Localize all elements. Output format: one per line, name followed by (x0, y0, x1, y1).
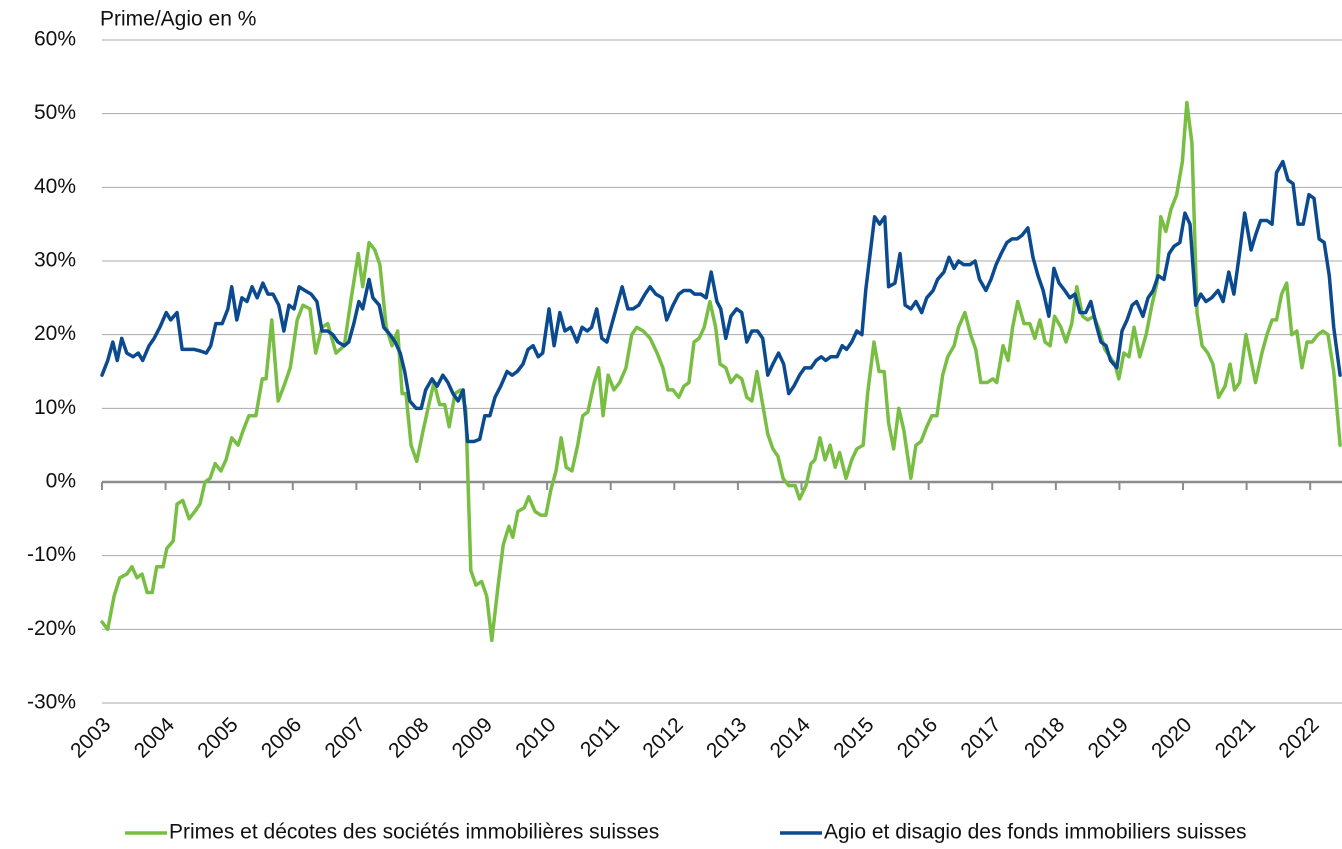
x-tick-label: 2012 (638, 713, 687, 762)
y-tick-label: 50% (34, 101, 76, 124)
y-tick-label: 30% (34, 249, 76, 272)
legend-label: Primes et décotes des sociétés immobiliè… (169, 821, 659, 844)
y-tick-label: 40% (34, 175, 76, 198)
y-tick-label: 20% (34, 322, 76, 345)
y-axis-label: Prime/Agio en % (100, 8, 256, 31)
y-tick-label: 10% (34, 396, 76, 419)
x-tick-label: 2015 (829, 713, 878, 762)
x-tick-label: 2020 (1147, 713, 1196, 762)
x-tick-label: 2008 (384, 713, 433, 762)
x-tick-label: 2004 (130, 713, 180, 763)
x-tick-label: 2009 (448, 713, 497, 762)
x-tick-label: 2011 (576, 713, 624, 761)
series-line (100, 100, 1342, 643)
legend-item: Primes et décotes des sociétés immobiliè… (125, 821, 659, 844)
x-tick-label: 2007 (321, 713, 370, 762)
x-tick-label: 2016 (893, 713, 942, 762)
x-tick-label: 2003 (66, 713, 115, 762)
y-tick-label: -10% (27, 543, 76, 566)
x-tick-label: 2010 (511, 713, 560, 762)
legend-label: Agio et disagio des fonds immobiliers su… (824, 821, 1247, 844)
x-tick-label: 2019 (1084, 713, 1133, 762)
x-tick-label: 2017 (956, 713, 1005, 762)
x-tick-label: 2022 (1274, 713, 1323, 762)
y-tick-label: 60% (34, 28, 76, 51)
series-line (100, 159, 1342, 444)
y-tick-label: -20% (27, 617, 76, 640)
x-tick-label: 2018 (1020, 713, 1069, 762)
legend-item: Agio et disagio des fonds immobiliers su… (780, 821, 1247, 844)
x-tick-label: 2014 (766, 713, 816, 763)
y-tick-label: 0% (46, 470, 76, 493)
x-tick-label: 2021 (1211, 713, 1260, 762)
x-tick-label: 2006 (257, 713, 306, 762)
y-tick-label: -30% (27, 691, 76, 714)
x-tick-label: 2005 (193, 713, 242, 762)
x-tick-label: 2013 (702, 713, 751, 762)
